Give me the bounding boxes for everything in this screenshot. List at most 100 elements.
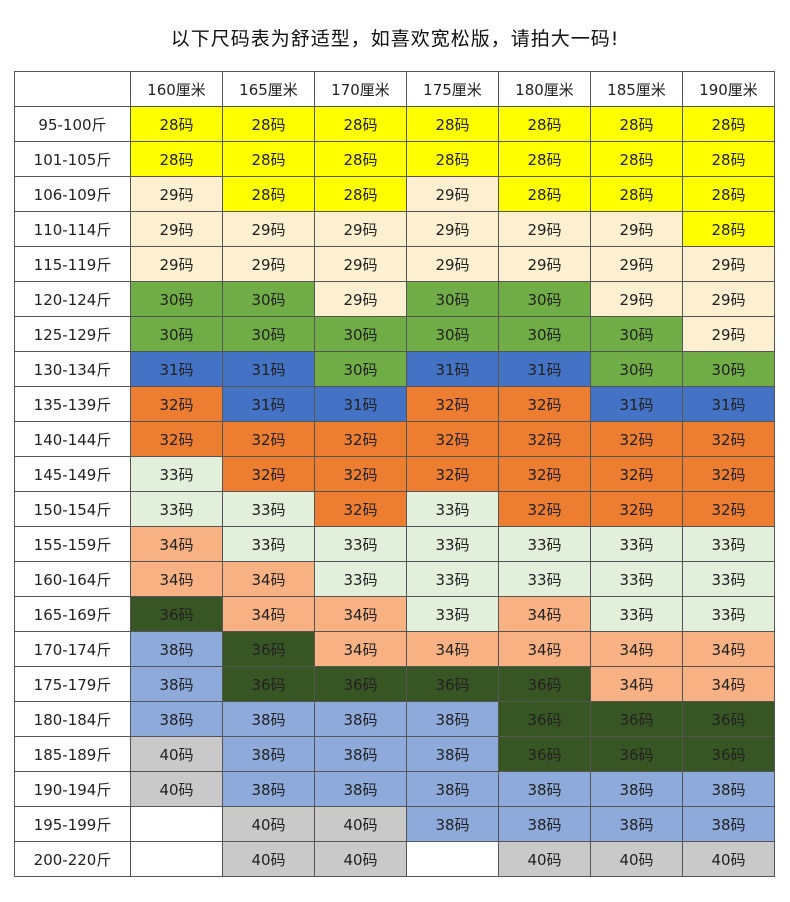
size-cell: 38码	[222, 736, 315, 772]
size-cell: 32码	[406, 456, 499, 492]
size-cell: 32码	[498, 421, 591, 457]
size-cell: 34码	[590, 666, 683, 702]
size-cell: 29码	[222, 246, 315, 282]
size-cell: 28码	[590, 176, 683, 212]
size-cell: 28码	[222, 106, 315, 142]
size-cell: 32码	[222, 421, 315, 457]
weight-label: 165-169斤	[14, 596, 131, 632]
size-cell: 32码	[314, 421, 407, 457]
size-cell: 29码	[590, 281, 683, 317]
weight-label: 115-119斤	[14, 246, 131, 282]
size-cell: 38码	[406, 771, 499, 807]
size-cell: 36码	[314, 666, 407, 702]
table-row: 145-149斤 33码 32码 32码 32码 32码 32码 32码	[14, 456, 775, 492]
size-cell: 40码	[130, 736, 223, 772]
size-cell: 29码	[590, 211, 683, 247]
size-cell: 28码	[130, 141, 223, 177]
size-cell: 29码	[682, 281, 775, 317]
weight-label: 200-220斤	[14, 841, 131, 877]
weight-label: 160-164斤	[14, 561, 131, 597]
size-cell: 32码	[682, 491, 775, 527]
size-cell: 38码	[406, 806, 499, 842]
size-cell: 28码	[498, 106, 591, 142]
size-cell: 34码	[498, 596, 591, 632]
size-cell: 38码	[314, 736, 407, 772]
size-cell: 38码	[682, 806, 775, 842]
size-cell: 38码	[406, 736, 499, 772]
size-cell: 29码	[314, 281, 407, 317]
size-cell: 32码	[498, 386, 591, 422]
corner-cell	[14, 71, 131, 107]
table-row: 160-164斤 34码 34码 33码 33码 33码 33码 33码	[14, 561, 775, 597]
size-cell: 36码	[590, 736, 683, 772]
size-cell: 32码	[498, 491, 591, 527]
size-cell: 28码	[314, 141, 407, 177]
size-cell: 33码	[314, 561, 407, 597]
size-cell: 33码	[682, 561, 775, 597]
size-cell: 38码	[130, 666, 223, 702]
size-cell: 28码	[222, 141, 315, 177]
size-cell: 34码	[406, 631, 499, 667]
size-cell: 33码	[222, 491, 315, 527]
size-cell: 34码	[682, 631, 775, 667]
size-cell: 36码	[682, 701, 775, 737]
size-cell: 36码	[498, 701, 591, 737]
size-cell: 32码	[682, 421, 775, 457]
weight-label: 106-109斤	[14, 176, 131, 212]
size-cell: 29码	[314, 211, 407, 247]
size-cell: 33码	[590, 526, 683, 562]
weight-label: 110-114斤	[14, 211, 131, 247]
size-cell: 36码	[222, 631, 315, 667]
size-cell: 33码	[130, 491, 223, 527]
size-cell: 40码	[590, 841, 683, 877]
size-cell: 33码	[406, 491, 499, 527]
size-cell: 28码	[682, 141, 775, 177]
table-row: 110-114斤 29码 29码 29码 29码 29码 29码 28码	[14, 211, 775, 247]
size-cell: 31码	[314, 386, 407, 422]
size-cell: 30码	[130, 316, 223, 352]
weight-label: 130-134斤	[14, 351, 131, 387]
size-cell: 40码	[130, 771, 223, 807]
weight-label: 145-149斤	[14, 456, 131, 492]
size-cell: 38码	[590, 806, 683, 842]
size-cell: 30码	[590, 351, 683, 387]
page-title: 以下尺码表为舒适型，如喜欢宽松版，请拍大一码!	[170, 28, 620, 50]
table-row: 106-109斤 29码 28码 28码 29码 28码 28码 28码	[14, 176, 775, 212]
size-cell: 33码	[406, 526, 499, 562]
size-cell: 32码	[314, 491, 407, 527]
size-cell: 30码	[130, 281, 223, 317]
table-row: 120-124斤 30码 30码 29码 30码 30码 29码 29码	[14, 281, 775, 317]
weight-label: 125-129斤	[14, 316, 131, 352]
weight-label: 190-194斤	[14, 771, 131, 807]
table-row: 150-154斤 33码 33码 32码 33码 32码 32码 32码	[14, 491, 775, 527]
size-cell: 33码	[130, 456, 223, 492]
size-cell: 38码	[406, 701, 499, 737]
height-header: 165厘米	[222, 71, 315, 107]
size-cell: 34码	[498, 631, 591, 667]
weight-label: 150-154斤	[14, 491, 131, 527]
size-cell: 33码	[682, 526, 775, 562]
table-row: 125-129斤 30码 30码 30码 30码 30码 30码 29码	[14, 316, 775, 352]
size-cell: 30码	[314, 351, 407, 387]
size-cell: 29码	[406, 246, 499, 282]
size-cell: 36码	[498, 736, 591, 772]
weight-label: 95-100斤	[14, 106, 131, 142]
height-header: 175厘米	[406, 71, 499, 107]
weight-label: 175-179斤	[14, 666, 131, 702]
size-cell: 29码	[222, 211, 315, 247]
size-cell: 34码	[222, 596, 315, 632]
size-cell: 28码	[682, 176, 775, 212]
table-row: 155-159斤 34码 33码 33码 33码 33码 33码 33码	[14, 526, 775, 562]
size-cell: 36码	[682, 736, 775, 772]
size-cell: 28码	[590, 141, 683, 177]
size-cell: 29码	[590, 246, 683, 282]
size-cell: 29码	[682, 246, 775, 282]
size-cell: 30码	[314, 316, 407, 352]
size-cell: 32码	[314, 456, 407, 492]
size-cell: 34码	[682, 666, 775, 702]
size-cell: 38码	[222, 771, 315, 807]
size-cell: 30码	[498, 316, 591, 352]
size-cell: 32码	[590, 491, 683, 527]
weight-label: 195-199斤	[14, 806, 131, 842]
size-cell: 33码	[590, 561, 683, 597]
